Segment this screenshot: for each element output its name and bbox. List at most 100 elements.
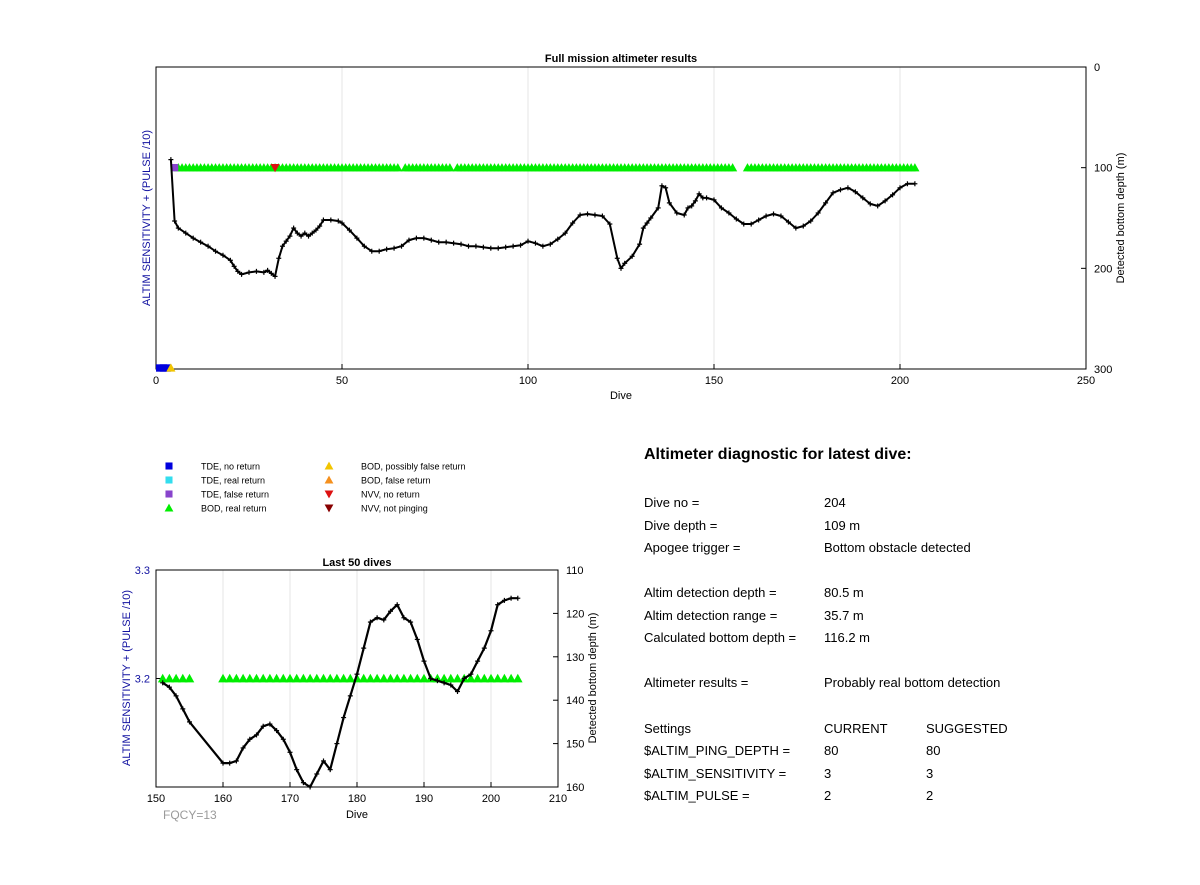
altim-marker [492, 673, 503, 683]
altim-marker [171, 673, 181, 683]
depth-point [515, 595, 521, 601]
diagnostic-label: $ALTIM_PULSE = [644, 788, 750, 803]
depth-point [741, 221, 747, 227]
depth-point [718, 205, 724, 211]
legend-item: NVV, not pinging [324, 504, 428, 514]
depth-point [562, 230, 568, 236]
altim-marker [392, 673, 402, 683]
altim-marker [393, 163, 403, 172]
depth-point [685, 205, 691, 211]
depth-point [763, 213, 769, 219]
legend-item: TDE, no return [165, 462, 260, 472]
diagnostic-label: Apogee trigger = [644, 540, 741, 555]
depth-point [267, 721, 273, 727]
bottom-chart-ylabel-right: Detected bottom depth (m) [587, 613, 599, 744]
depth-point [532, 240, 538, 246]
depth-point [307, 784, 313, 790]
depth-point [648, 215, 654, 221]
depth-point [406, 237, 412, 243]
depth-point [274, 728, 280, 734]
depth-point [401, 615, 407, 621]
y-tick-label-right: 300 [1094, 364, 1112, 376]
depth-point [361, 243, 367, 249]
altim-marker [184, 673, 195, 683]
altim-marker [728, 163, 738, 172]
altim-marker [156, 364, 164, 372]
depth-point [246, 269, 252, 275]
depth-point [213, 248, 219, 254]
depth-point [455, 689, 460, 695]
depth-point [220, 760, 226, 766]
altim-marker [446, 673, 456, 683]
depth-point [689, 203, 695, 209]
depth-point [354, 235, 360, 241]
altim-marker [224, 673, 235, 683]
depth-point [480, 244, 486, 250]
x-tick-label: 150 [705, 375, 723, 387]
bottom-chart-xlabel: Dive [346, 809, 368, 821]
depth-point [381, 617, 387, 623]
depth-point [428, 676, 434, 681]
diagnostic-value-current: CURRENT [824, 721, 888, 736]
legend-item: BOD, false return [324, 476, 431, 486]
depth-point [468, 671, 474, 677]
depth-point [663, 185, 669, 191]
legend-marker [165, 462, 173, 470]
depth-point [313, 227, 319, 233]
y-tick-label-left: 3.2 [135, 674, 150, 686]
legend-label: NVV, not pinging [361, 504, 428, 514]
diagnostic-value-current: 3 [824, 766, 832, 781]
depth-point [272, 273, 278, 279]
depth-point [488, 628, 494, 634]
depth-point [413, 235, 419, 241]
y-tick-label-right: 140 [566, 695, 584, 707]
legend-item: BOD, real return [164, 503, 267, 514]
depth-point [334, 741, 340, 747]
altim-marker [479, 673, 490, 683]
depth-point [501, 597, 507, 603]
depth-point [421, 235, 427, 241]
altim-marker [312, 673, 322, 683]
legend-marker [164, 503, 174, 512]
altim-marker [231, 673, 242, 683]
x-tick-label: 170 [281, 793, 299, 805]
depth-point [897, 185, 903, 191]
depth-point [607, 221, 613, 227]
y-tick-label-right: 100 [1094, 163, 1112, 175]
depth-point [302, 230, 308, 236]
depth-point [175, 225, 181, 231]
depth-point [327, 767, 333, 773]
depth-point [793, 225, 799, 231]
depth-point [815, 210, 821, 216]
depth-point [771, 211, 777, 217]
depth-point [321, 758, 326, 764]
x-tick-label: 0 [153, 375, 159, 387]
depth-point [253, 268, 259, 274]
depth-point [180, 706, 186, 712]
y-tick-label-right: 0 [1094, 62, 1100, 74]
depth-point [622, 260, 628, 266]
diagnostic-value-suggested: 2 [926, 788, 934, 803]
y-tick-label-right: 200 [1094, 263, 1112, 275]
depth-point [399, 243, 405, 249]
altim-marker [245, 673, 255, 683]
depth-point [585, 211, 591, 217]
y-tick-label-right: 110 [566, 565, 584, 577]
depth-point [394, 602, 400, 608]
depth-point [254, 732, 259, 738]
depth-point [867, 201, 873, 207]
depth-point [328, 217, 334, 223]
depth-point [190, 235, 196, 241]
depth-point [823, 200, 829, 206]
depth-point [227, 257, 233, 263]
depth-point [441, 680, 447, 686]
depth-point [367, 619, 373, 625]
x-tick-label: 200 [891, 375, 909, 387]
depth-point [421, 658, 427, 664]
altim-marker [445, 163, 455, 172]
diagnostic-label: $ALTIM_PING_DEPTH = [644, 743, 791, 758]
diagnostic-label: Dive depth = [644, 518, 718, 533]
bottom-chart-y-ticks-right: 110 120 130 140 150 160 [553, 565, 584, 794]
depth-point [173, 693, 179, 699]
